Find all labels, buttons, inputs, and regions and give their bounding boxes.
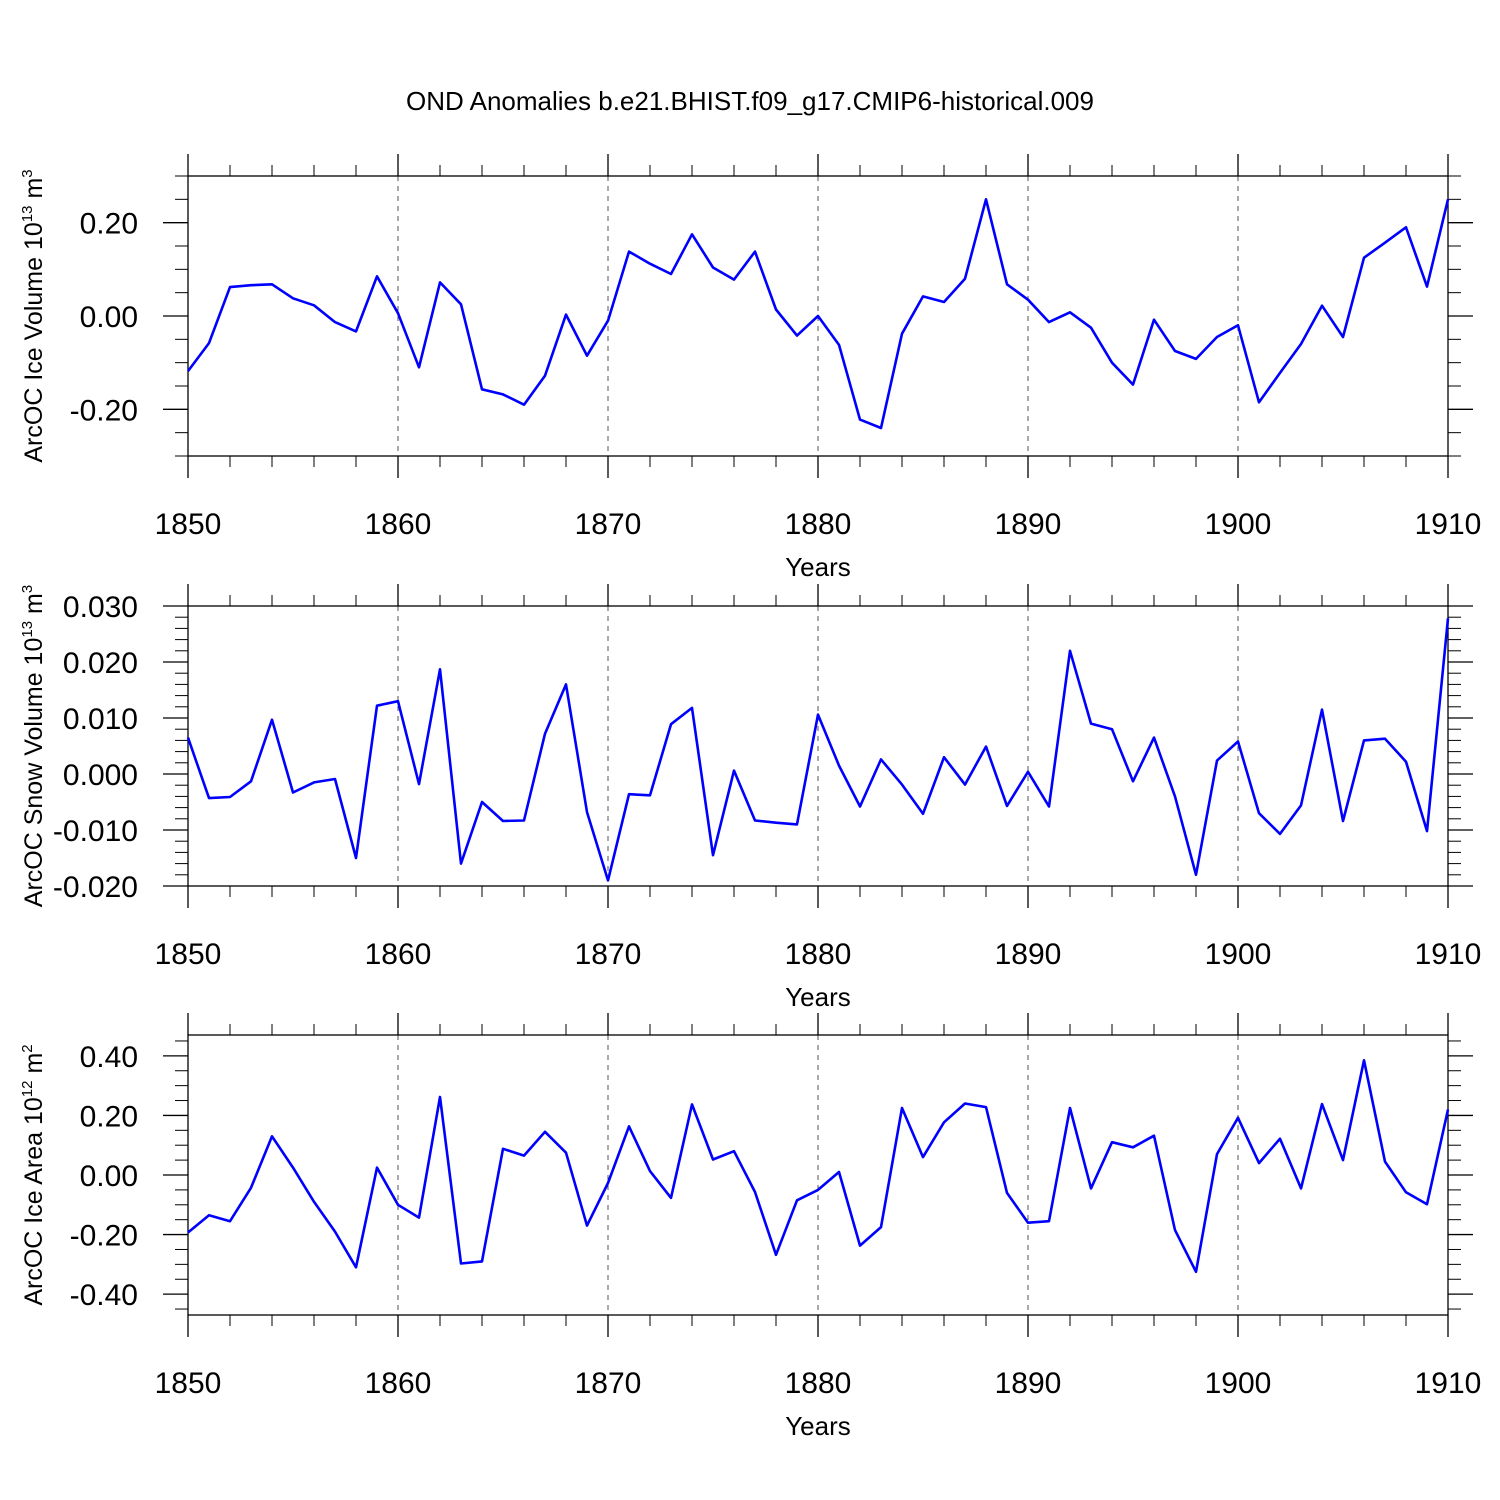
snow-volume-xtick-label: 1880 [785, 938, 852, 971]
y-label-exponent: 13 [19, 621, 36, 638]
snow-volume-xtick-label: 1850 [155, 938, 222, 971]
y-label-unit-exponent: 3 [19, 169, 36, 177]
ice-area-x-axis-label: Years [785, 1411, 851, 1441]
ice-area-y-axis-label: ArcOC Ice Area 1012 m2 [19, 1044, 48, 1305]
ice-volume-xtick-label: 1890 [995, 508, 1062, 541]
y-label-exponent: 12 [19, 1081, 36, 1098]
y-label-text: ArcOC Snow Volume 10 [20, 638, 48, 908]
ice-volume-y-axis-label: ArcOC Ice Volume 1013 m3 [19, 169, 48, 462]
snow-volume-ytick-label: -0.020 [53, 871, 138, 904]
snow-volume-xtick-label: 1900 [1205, 938, 1272, 971]
ice-volume-series-line [186, 198, 1450, 430]
ice-area-ytick-label: 0.20 [80, 1100, 138, 1133]
ice-area-xtick-label: 1900 [1205, 1367, 1272, 1400]
ice-volume-xtick-label: 1880 [785, 508, 852, 541]
ice-area-xtick-label: 1850 [155, 1367, 222, 1400]
snow-volume-ytick-label: 0.030 [63, 591, 138, 624]
ice-volume-xtick-label: 1900 [1205, 508, 1272, 541]
y-label-unit: m [20, 593, 48, 614]
ice-area-xtick-label: 1910 [1415, 1367, 1482, 1400]
chart-title: OND Anomalies b.e21.BHIST.f09_g17.CMIP6-… [406, 86, 1094, 116]
ice-area-xtick-label: 1870 [575, 1367, 642, 1400]
ice-area-xtick-label: 1860 [365, 1367, 432, 1400]
ice-area-ytick-label: -0.40 [70, 1279, 138, 1312]
y-label-unit-exponent: 2 [19, 1044, 36, 1052]
ice-area-panel: 1850 1860 1870 1880 1890 1900 1910 -0.40 -0.20 0.… [19, 1013, 1481, 1441]
ice-volume-ytick-label: 0.00 [80, 301, 138, 334]
snow-volume-ytick-label: 0.010 [63, 703, 138, 736]
y-label-unit: m [20, 178, 48, 199]
ice-volume-xtick-label: 1870 [575, 508, 642, 541]
snow-volume-series-line [186, 618, 1450, 882]
ice-volume-xtick-label: 1910 [1415, 508, 1482, 541]
snow-volume-xtick-label: 1870 [575, 938, 642, 971]
snow-volume-ytick-label: -0.010 [53, 815, 138, 848]
snow-volume-x-axis-label: Years [785, 982, 851, 1012]
ice-area-xtick-label: 1890 [995, 1367, 1062, 1400]
y-label-text: ArcOC Ice Area 10 [20, 1097, 48, 1305]
snow-volume-xtick-label: 1860 [365, 938, 432, 971]
ice-volume-xtick-label: 1850 [155, 508, 222, 541]
y-label-unit: m [20, 1053, 48, 1074]
y-label-exponent: 13 [19, 206, 36, 223]
y-label-text: ArcOC Ice Volume 10 [20, 222, 48, 462]
snow-volume-y-axis-label: ArcOC Snow Volume 1013 m3 [19, 585, 48, 907]
ice-volume-ytick-label: -0.20 [70, 394, 138, 427]
ice-volume-panel: 1850 1860 1870 1880 1890 1900 1910 -0.20 0.00 0.2… [19, 154, 1481, 582]
ice-area-xtick-label: 1880 [785, 1367, 852, 1400]
ice-area-ytick-label: 0.40 [80, 1041, 138, 1074]
snow-volume-panel: 1850 1860 1870 1880 1890 1900 1910 -0.020 -0.010… [19, 584, 1481, 1012]
ice-area-series-line [187, 1059, 1450, 1274]
ice-volume-ytick-label: 0.20 [80, 208, 138, 241]
ice-area-ytick-label: -0.20 [70, 1220, 138, 1253]
snow-volume-xtick-label: 1890 [995, 938, 1062, 971]
panels: 1850 1860 1870 1880 1890 1900 1910 -0.20 0.00 0.2… [19, 154, 1481, 1441]
ice-volume-x-axis-label: Years [785, 552, 851, 582]
y-label-unit-exponent: 3 [19, 585, 36, 593]
snow-volume-xtick-label: 1910 [1415, 938, 1482, 971]
ice-volume-xtick-label: 1860 [365, 508, 432, 541]
snow-volume-ytick-label: 0.000 [63, 759, 138, 792]
snow-volume-ytick-label: 0.020 [63, 647, 138, 680]
ice-area-ytick-label: 0.00 [80, 1160, 138, 1193]
